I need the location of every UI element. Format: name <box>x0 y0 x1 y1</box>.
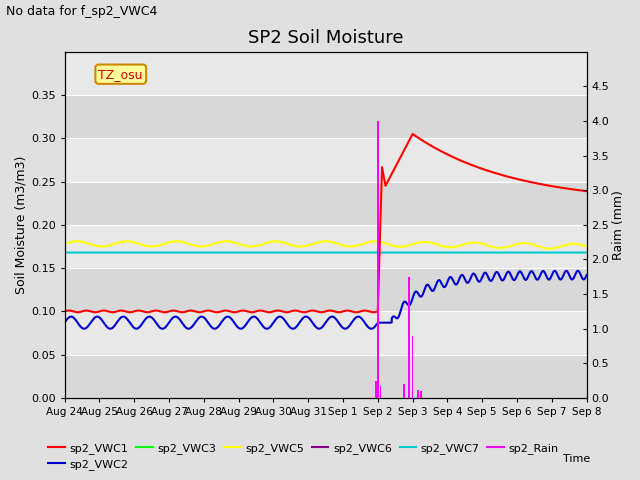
Bar <box>377 121 379 398</box>
Bar <box>375 381 377 398</box>
Bar <box>412 336 413 398</box>
Text: Time: Time <box>563 454 591 464</box>
Text: No data for f_sp2_VWC4: No data for f_sp2_VWC4 <box>6 5 158 18</box>
Legend: sp2_VWC1, sp2_VWC2, sp2_VWC3, sp2_VWC5, sp2_VWC6, sp2_VWC7, sp2_Rain: sp2_VWC1, sp2_VWC2, sp2_VWC3, sp2_VWC5, … <box>44 438 563 474</box>
Bar <box>408 277 410 398</box>
Bar <box>65 95 587 138</box>
Bar <box>65 355 587 398</box>
Bar <box>65 225 587 268</box>
Bar <box>65 312 587 355</box>
Bar <box>420 391 422 398</box>
Bar <box>65 181 587 225</box>
Title: SP2 Soil Moisture: SP2 Soil Moisture <box>248 29 403 48</box>
Bar <box>417 390 419 398</box>
Y-axis label: Raim (mm): Raim (mm) <box>612 190 625 260</box>
Bar <box>65 138 587 181</box>
Bar <box>380 385 381 398</box>
Text: TZ_osu: TZ_osu <box>99 68 143 81</box>
Y-axis label: Soil Moisture (m3/m3): Soil Moisture (m3/m3) <box>15 156 28 294</box>
Bar <box>403 384 404 398</box>
Bar <box>65 268 587 312</box>
